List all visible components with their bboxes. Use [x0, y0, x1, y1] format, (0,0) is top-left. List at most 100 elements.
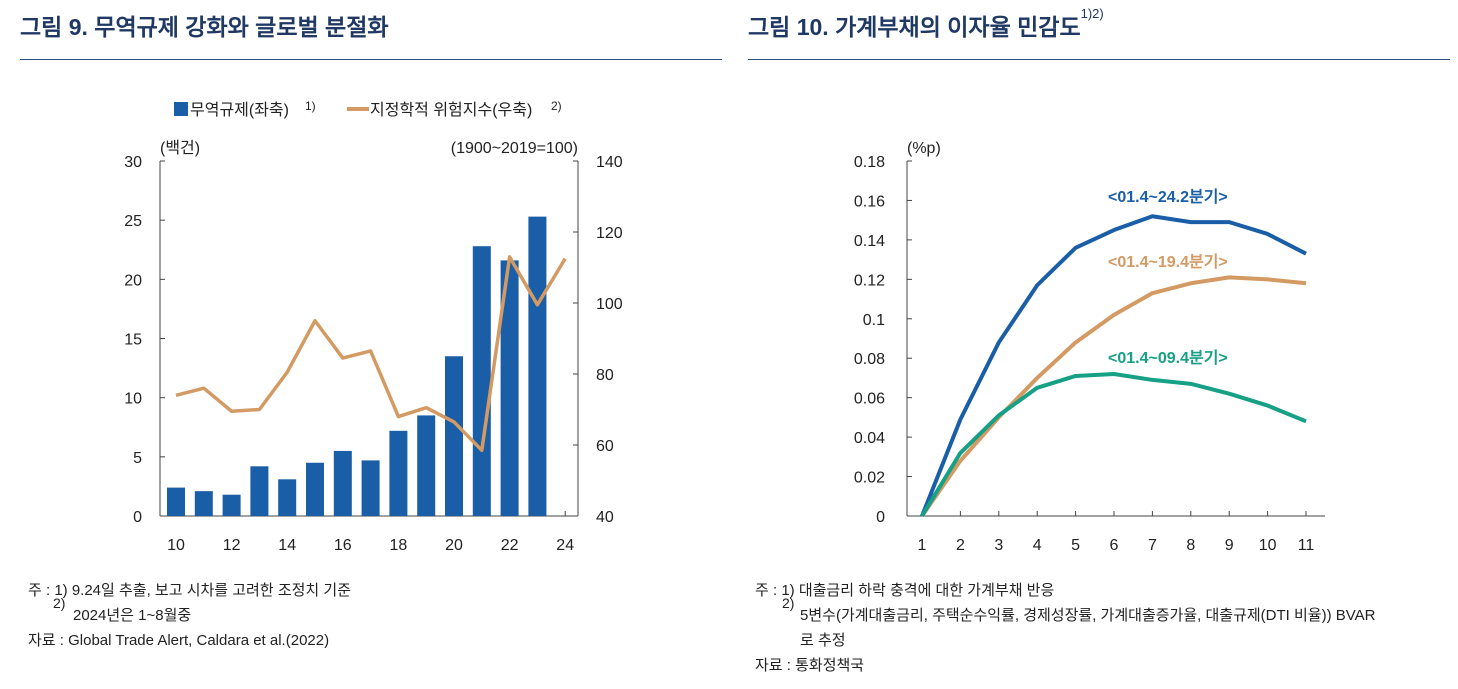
- x-tick-label: 12: [223, 537, 241, 554]
- left-note-2-mark: 2): [53, 595, 66, 611]
- right-y-tick-label: 40: [596, 509, 614, 526]
- y-tick-label: 0.04: [854, 430, 885, 447]
- left-y-tick-label: 5: [133, 450, 142, 467]
- x-tick-label: 2: [956, 537, 965, 554]
- left-note-2: 2) 2024년은 1~8월중: [28, 595, 351, 628]
- y-tick-label: 0.08: [854, 351, 885, 368]
- legend-label-bar: 무역규제(좌축): [190, 101, 289, 119]
- x-tick-label: 11: [1298, 537, 1315, 554]
- right-note-2-cont-text: 로 추정: [800, 632, 846, 649]
- x-tick-label: 10: [1259, 537, 1277, 554]
- x-tick-label: 1: [918, 537, 927, 554]
- y-tick-label: 0: [876, 509, 885, 526]
- right-y-tick-label: 120: [596, 225, 623, 242]
- series-label-2: <01.4~19.4분기>: [1108, 253, 1228, 271]
- bar-trade-restriction: [500, 260, 519, 516]
- bar-trade-restriction: [389, 430, 408, 516]
- left-axis-unit: (백건): [160, 139, 200, 157]
- line-series-2: [920, 275, 1307, 518]
- left-figure-title: 그림 9. 무역규제 강화와 글로벌 분절화: [20, 14, 389, 40]
- bar-trade-restriction: [194, 491, 213, 516]
- left-note-2-text: 2024년은 1~8월중: [73, 607, 192, 624]
- right-note-1: 주 : 1) 대출금리 하락 충격에 대한 가계부채 반응: [755, 578, 1376, 603]
- bar-trade-restriction: [278, 479, 297, 516]
- left-source: 자료 : Global Trade Alert, Caldara et al.(…: [28, 628, 351, 653]
- x-tick-label: 20: [445, 537, 463, 554]
- right-source-prefix: 자료 :: [755, 657, 791, 674]
- bar-trade-restriction: [445, 356, 463, 516]
- x-tick-label: 7: [1148, 537, 1157, 554]
- right-figure-title: 그림 10. 가계부채의 이자율 민감도1)2): [748, 6, 1104, 42]
- right-title-rule: [748, 59, 1450, 60]
- right-y-tick-label: 100: [596, 296, 623, 313]
- right-y-tick-label: 140: [596, 154, 623, 171]
- x-tick-label: 3: [994, 537, 1003, 554]
- x-tick-label: 10: [167, 537, 185, 554]
- bar-trade-restriction: [222, 494, 241, 516]
- right-source-text: 통화정책국: [795, 657, 865, 674]
- x-tick-label: 8: [1186, 537, 1195, 554]
- y-axis-unit: (%p): [907, 140, 941, 157]
- left-note-1-mark: 1): [54, 582, 68, 599]
- right-note-1-mark: 1): [781, 582, 795, 599]
- right-axis-unit: (1900~2019=100): [451, 140, 578, 157]
- right-note-2: 2) 5변수(가계대출금리, 주택순수익률, 경제성장률, 가계대출증가율, 대…: [755, 595, 1376, 628]
- series-label-1: <01.4~24.2분기>: [1108, 188, 1228, 206]
- legend-swatch-bar: [174, 102, 188, 116]
- line-series-3: [920, 372, 1307, 518]
- left-notes-prefix: 주 :: [28, 582, 51, 599]
- right-notes-prefix: 주 :: [755, 582, 778, 599]
- y-tick-label: 0.1: [863, 312, 885, 329]
- bar-trade-restriction: [472, 246, 491, 516]
- y-tick-label: 0.16: [854, 193, 885, 210]
- x-tick-label: 16: [334, 537, 352, 554]
- line-series-1: [920, 214, 1307, 517]
- legend-note-bar: 1): [305, 99, 316, 113]
- left-notes: 주 : 1) 9.24일 추출, 보고 시차를 고려한 조정치 기준 2) 20…: [28, 578, 351, 653]
- x-tick-label: 9: [1225, 537, 1234, 554]
- x-tick-label: 4: [1033, 537, 1042, 554]
- right-note-2-text: 5변수(가계대출금리, 주택순수익률, 경제성장률, 가계대출증가율, 대출규제…: [800, 607, 1376, 624]
- y-tick-label: 0.02: [854, 470, 885, 487]
- right-y-tick-label: 60: [596, 438, 614, 455]
- left-y-tick-label: 0: [133, 509, 142, 526]
- x-tick-label: 14: [278, 537, 296, 554]
- y-tick-label: 0.14: [854, 233, 885, 250]
- left-y-tick-label: 25: [124, 213, 142, 230]
- right-note-2-cont: 로 추정: [755, 628, 1376, 653]
- left-note-1: 주 : 1) 9.24일 추출, 보고 시차를 고려한 조정치 기준: [28, 578, 351, 603]
- left-title-rule: [20, 59, 722, 60]
- right-figure-title-text: 그림 10. 가계부채의 이자율 민감도: [748, 14, 1081, 40]
- legend-label-line: 지정학적 위험지수(우축): [370, 101, 532, 119]
- bar-trade-restriction: [167, 487, 185, 516]
- right-y-tick-label: 80: [596, 367, 614, 384]
- x-tick-label: 22: [501, 537, 519, 554]
- x-tick-label: 6: [1110, 537, 1119, 554]
- left-source-text: Global Trade Alert, Caldara et al.(2022): [68, 632, 330, 649]
- bar-trade-restriction: [361, 460, 380, 516]
- right-notes: 주 : 1) 대출금리 하락 충격에 대한 가계부채 반응 2) 5변수(가계대…: [755, 578, 1376, 678]
- y-tick-label: 0.18: [854, 154, 885, 171]
- y-tick-label: 0.12: [854, 272, 885, 289]
- left-y-tick-label: 20: [124, 272, 142, 289]
- bar-trade-restriction: [333, 450, 352, 516]
- bar-trade-restriction: [250, 466, 269, 516]
- bar-trade-restriction: [306, 462, 324, 516]
- x-tick-label: 24: [556, 537, 574, 554]
- line-geopolitical-risk: [175, 255, 567, 453]
- left-y-tick-label: 15: [124, 332, 142, 349]
- right-note-2-mark: 2): [782, 595, 795, 611]
- right-figure-title-sup: 1)2): [1080, 6, 1104, 21]
- series-label-3: <01.4~09.4분기>: [1108, 349, 1228, 367]
- bar-trade-restriction: [417, 415, 436, 516]
- right-note-1-text: 대출금리 하락 충격에 대한 가계부채 반응: [798, 582, 1055, 599]
- left-y-tick-label: 10: [124, 391, 142, 408]
- left-source-prefix: 자료 :: [28, 632, 64, 649]
- right-source: 자료 : 통화정책국: [755, 653, 1376, 678]
- y-tick-label: 0.06: [854, 391, 885, 408]
- x-tick-label: 18: [390, 537, 408, 554]
- left-note-1-text: 9.24일 추출, 보고 시차를 고려한 조정치 기준: [71, 582, 351, 599]
- left-y-tick-label: 30: [124, 154, 142, 171]
